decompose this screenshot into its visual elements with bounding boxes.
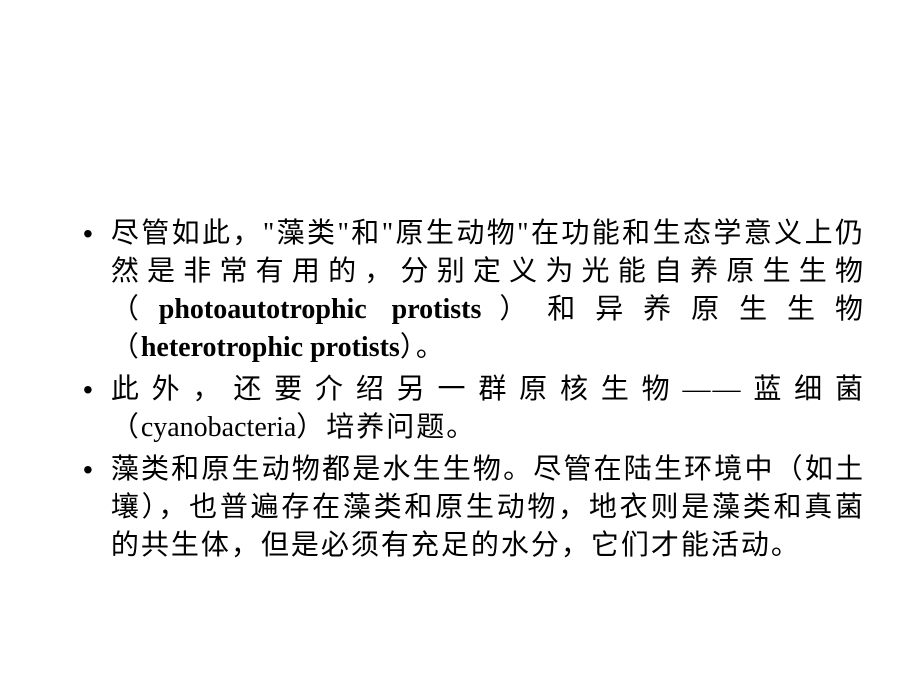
bullet-marker: •: [83, 371, 93, 409]
bullet-text-2: 此外，还要介绍另一群原核生物——蓝细菌（cyanobacteria）培养问题。: [111, 371, 865, 447]
bullet-marker: •: [83, 215, 93, 253]
bullet-item-3: • 藻类和原生动物都是水生生物。尽管在陆生环境中（如土壤），也普遍存在藻类和原生…: [75, 451, 865, 565]
bullet-item-1: • 尽管如此，"藻类"和"原生动物"在功能和生态学意义上仍然是非常有用的，分别定…: [75, 215, 865, 367]
bullet-text-3: 藻类和原生动物都是水生生物。尽管在陆生环境中（如土壤），也普遍存在藻类和原生动物…: [111, 451, 865, 565]
bullet-marker: •: [83, 451, 93, 489]
bullet-text-1: 尽管如此，"藻类"和"原生动物"在功能和生态学意义上仍然是非常有用的，分别定义为…: [111, 215, 865, 367]
bullet-item-2: • 此外，还要介绍另一群原核生物——蓝细菌（cyanobacteria）培养问题…: [75, 371, 865, 447]
slide-content: • 尽管如此，"藻类"和"原生动物"在功能和生态学意义上仍然是非常有用的，分别定…: [75, 215, 865, 569]
